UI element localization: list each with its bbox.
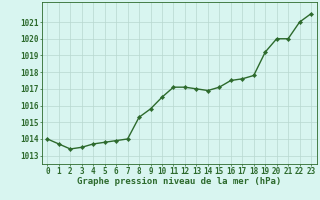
- X-axis label: Graphe pression niveau de la mer (hPa): Graphe pression niveau de la mer (hPa): [77, 177, 281, 186]
